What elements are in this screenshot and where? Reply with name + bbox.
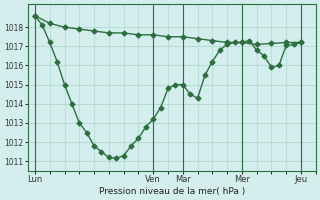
X-axis label: Pression niveau de la mer( hPa ): Pression niveau de la mer( hPa ) — [99, 187, 245, 196]
